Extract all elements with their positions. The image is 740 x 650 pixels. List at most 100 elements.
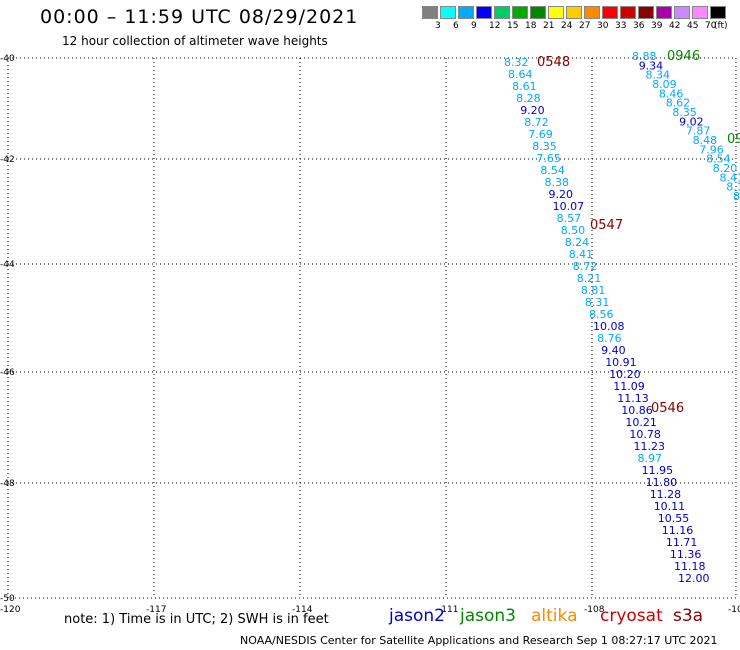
- wave-height-value: 10.20: [609, 368, 641, 381]
- wave-height-value: 8.97: [638, 452, 663, 465]
- wave-height-value: 8.41: [720, 171, 740, 184]
- wave-height-value: 8.48: [693, 134, 718, 147]
- colorbar-label: 33: [615, 21, 627, 31]
- wave-height-value: 11.36: [670, 548, 702, 561]
- colorbar-swatch: [440, 6, 456, 19]
- lon-label: -111: [438, 605, 458, 615]
- wave-height-value: 11.23: [634, 440, 666, 453]
- colorbar-swatch: [530, 6, 546, 19]
- colorbar-swatch: [602, 6, 618, 19]
- wave-height-value: 10.55: [658, 512, 690, 525]
- colorbar-label: 36: [633, 21, 645, 31]
- pass-time-label: 0547: [590, 218, 623, 233]
- wave-height-value: 7.87: [686, 125, 711, 138]
- colorbar-swatch: [548, 6, 564, 19]
- colorbar-label: 15: [507, 21, 519, 31]
- wave-height-value: 8.76: [597, 332, 622, 345]
- wave-height-value: 8.54: [540, 164, 565, 177]
- colorbar-label: 3: [435, 21, 441, 31]
- wave-height-value: 8.64: [508, 68, 533, 81]
- colorbar-label: 9: [471, 21, 477, 31]
- wave-height-value: 8.56: [589, 308, 614, 321]
- pass-time-label: 09: [727, 132, 740, 147]
- colorbar-swatch: [620, 6, 636, 19]
- lat-label: -50: [0, 594, 15, 604]
- wave-height-value: 8.41: [569, 248, 594, 261]
- satellite-s3a: s3a: [673, 606, 704, 626]
- lon-label: -114: [292, 605, 313, 615]
- wave-height-value: 10.91: [605, 356, 637, 369]
- wave-height-value: 9.20: [520, 104, 545, 117]
- lat-label: -46: [0, 368, 15, 378]
- colorbar-label: 39: [651, 21, 663, 31]
- colorbar-swatch: [494, 6, 510, 19]
- lat-label: -44: [0, 260, 15, 270]
- satellite-jason3: jason3: [460, 606, 516, 626]
- colorbar-swatch: [656, 6, 672, 19]
- wave-height-value: 12.00: [678, 572, 710, 585]
- wave-height-value: 8.31: [585, 296, 610, 309]
- wave-height-value: 7.96: [699, 143, 724, 156]
- wave-height-value: 8.72: [573, 260, 598, 273]
- colorbar-swatch: [476, 6, 492, 19]
- colorbar-swatch: [674, 6, 690, 19]
- lon-label: -120: [0, 605, 21, 615]
- lon-label: -10: [728, 605, 740, 615]
- wave-height-value: 11.95: [642, 464, 674, 477]
- wave-height-value: 11.16: [662, 524, 694, 537]
- lat-label: -42: [0, 155, 15, 165]
- wave-height-value: 8.28: [516, 92, 541, 105]
- wave-height-value: 10.07: [553, 200, 585, 213]
- wave-height-value: 11.18: [674, 560, 706, 573]
- wave-height-value: 8.46: [659, 87, 684, 100]
- wave-height-value: 9.02: [679, 115, 704, 128]
- wave-height-value: 8.81: [581, 284, 606, 297]
- wave-height-value: 8.72: [524, 116, 549, 129]
- wave-height-value: 8.21: [577, 272, 602, 285]
- wave-height-value: 11.71: [666, 536, 698, 549]
- lat-label: -40: [0, 54, 15, 64]
- wave-height-value: 11.80: [646, 476, 678, 489]
- wave-height-value: 10.78: [629, 428, 661, 441]
- wave-height-value: 10.86: [621, 404, 653, 417]
- pass-time-label: 0546: [651, 401, 684, 416]
- colorbar-label: 42: [669, 21, 681, 31]
- pass-time-label: 0548: [537, 55, 570, 70]
- wave-height-value: 10.11: [654, 500, 686, 513]
- wave-height-value: 10.08: [593, 320, 625, 333]
- wave-height-value: 7.65: [536, 152, 561, 165]
- note-text: note: 1) Time is in UTC; 2) SWH is in fe…: [64, 612, 329, 627]
- colorbar-label: 30: [597, 21, 609, 31]
- wave-height-value: 8.09: [652, 78, 677, 91]
- wave-height-value: 11.09: [613, 380, 645, 393]
- colorbar-swatch: [584, 6, 600, 19]
- wave-height-value: 8.20: [713, 162, 738, 175]
- page-subtitle: 12 hour collection of altimeter wave hei…: [62, 34, 328, 48]
- wave-height-value: 8.35: [532, 140, 557, 153]
- page-title: 00:00 – 11:59 UTC 08/29/2021: [40, 6, 359, 28]
- credit-line: NOAA/NESDIS Center for Satellite Applica…: [240, 634, 718, 647]
- colorbar-unit: (ft): [714, 21, 728, 31]
- wave-height-value: 8.57: [557, 212, 582, 225]
- colorbar-label: 24: [561, 21, 573, 31]
- lon-label: -117: [146, 605, 166, 615]
- wave-height-value: 8.1: [726, 181, 740, 194]
- colorbar-swatch: [512, 6, 528, 19]
- satellite-altika: altika: [531, 606, 578, 626]
- colorbar-swatch: [458, 6, 474, 19]
- pass-time-label: 0946: [667, 49, 700, 64]
- wave-height-value: 8.34: [646, 69, 671, 82]
- wave-height-value: 11.28: [650, 488, 682, 501]
- colorbar-label: 27: [579, 21, 591, 31]
- colorbar-swatch: [638, 6, 654, 19]
- lon-label: -108: [584, 605, 605, 615]
- wave-height-value: 10.21: [625, 416, 657, 429]
- wave-height-value: 8.54: [706, 153, 731, 166]
- wave-height-value: 8.35: [672, 106, 697, 119]
- wave-height-value: 8.50: [561, 224, 586, 237]
- colorbar-swatch: [692, 6, 708, 19]
- wave-height-value: 11.13: [617, 392, 649, 405]
- satellite-cryosat: cryosat: [600, 606, 663, 626]
- wave-height-value: 8.61: [512, 80, 537, 93]
